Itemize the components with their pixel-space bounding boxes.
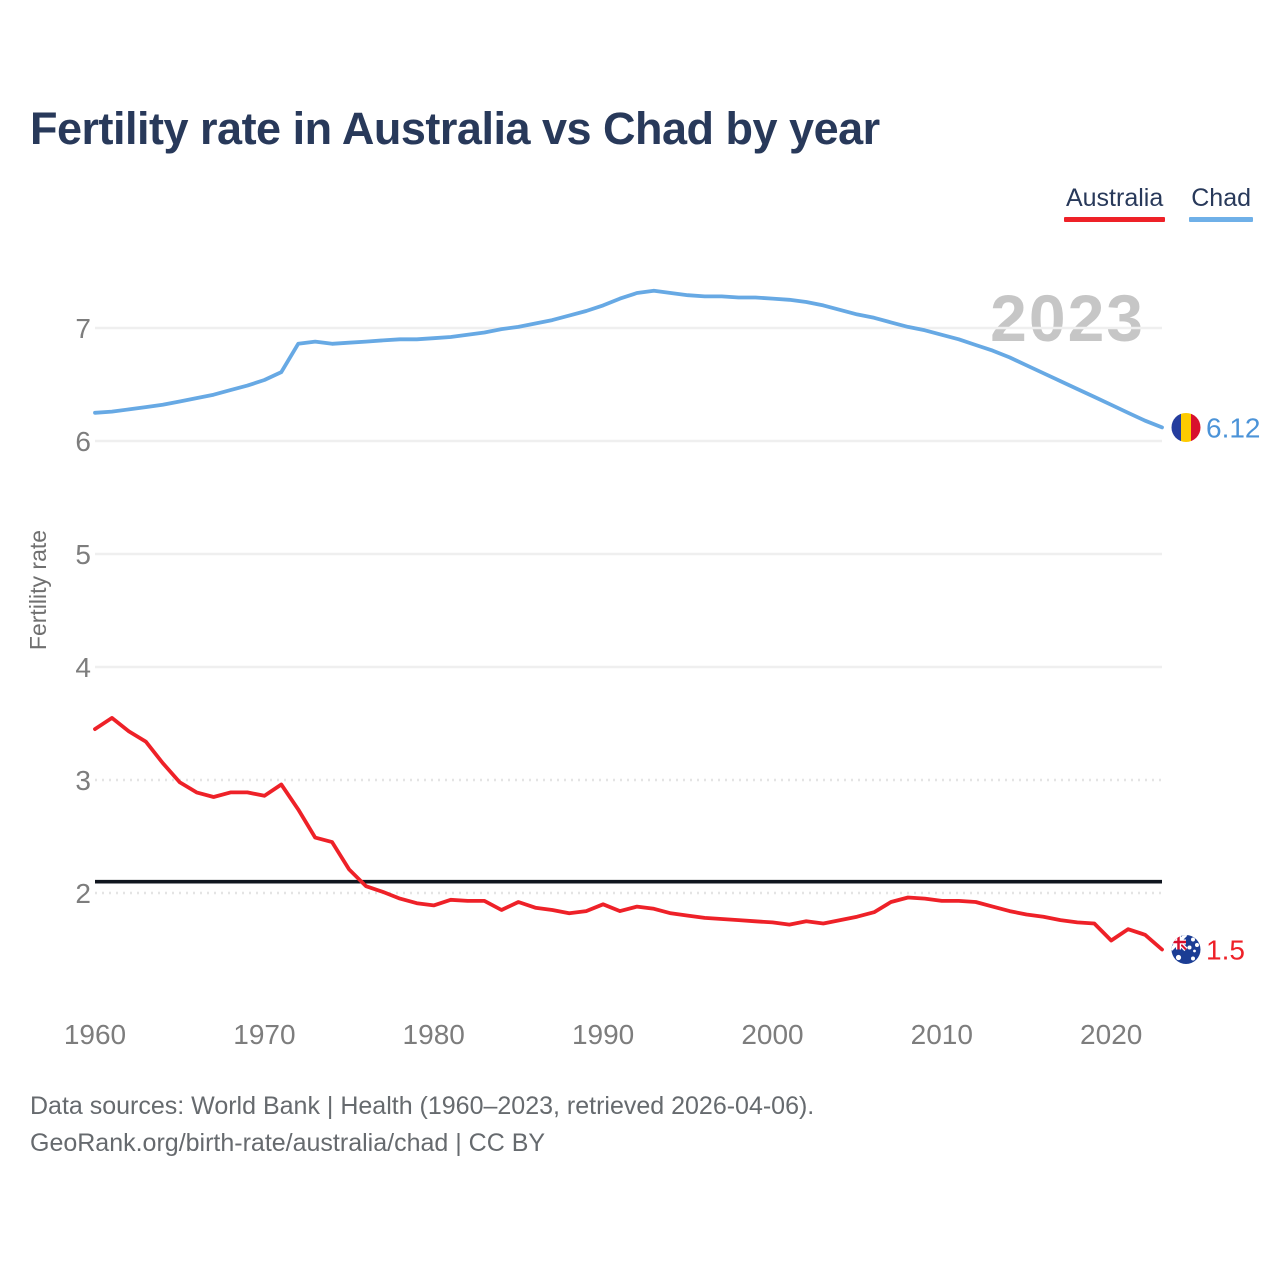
legend-item-chad[interactable]: Chad bbox=[1189, 184, 1253, 222]
legend-label-chad: Chad bbox=[1191, 184, 1251, 212]
australia-line[interactable] bbox=[93, 716, 1164, 952]
watermark-year: 2023 bbox=[990, 281, 1145, 355]
x-tick-label-2010: 2010 bbox=[911, 1019, 973, 1050]
chad-flag-icon bbox=[1171, 412, 1201, 442]
y-tick-label-5: 5 bbox=[75, 539, 91, 570]
legend-underline-chad bbox=[1189, 217, 1253, 222]
x-tick-label-1960: 1960 bbox=[64, 1019, 126, 1050]
legend-label-australia: Australia bbox=[1065, 184, 1164, 212]
footer-attribution: GeoRank.org/birth-rate/australia/chad | … bbox=[30, 1129, 546, 1157]
y-tick-label-7: 7 bbox=[75, 313, 91, 344]
chad-end-value: 6.12 bbox=[1206, 412, 1261, 443]
footer-sources: Data sources: World Bank | Health (1960–… bbox=[30, 1092, 815, 1120]
legend-underline-australia bbox=[1063, 217, 1166, 222]
y-tick-label-6: 6 bbox=[75, 426, 91, 457]
x-tick-label-2020: 2020 bbox=[1080, 1019, 1142, 1050]
australia-flag-icon bbox=[1171, 935, 1201, 964]
chad-line[interactable] bbox=[93, 288, 1164, 430]
y-tick-label-3: 3 bbox=[75, 765, 91, 796]
australia-end-value: 1.5 bbox=[1206, 935, 1245, 966]
y-axis-title: Fertility rate bbox=[25, 530, 51, 650]
legend-item-australia[interactable]: Australia bbox=[1063, 184, 1166, 222]
y-tick-label-4: 4 bbox=[75, 652, 91, 683]
y-tick-label-2: 2 bbox=[75, 878, 91, 909]
x-tick-label-1970: 1970 bbox=[233, 1019, 295, 1050]
footer: Data sources: World Bank | Health (1960–… bbox=[30, 1088, 814, 1162]
x-tick-label-1980: 1980 bbox=[403, 1019, 465, 1050]
chart-title: Fertility rate in Australia vs Chad by y… bbox=[30, 103, 880, 154]
x-tick-label-2000: 2000 bbox=[741, 1019, 803, 1050]
x-tick-label-1990: 1990 bbox=[572, 1019, 634, 1050]
legend: Australia Chad bbox=[1063, 184, 1253, 222]
